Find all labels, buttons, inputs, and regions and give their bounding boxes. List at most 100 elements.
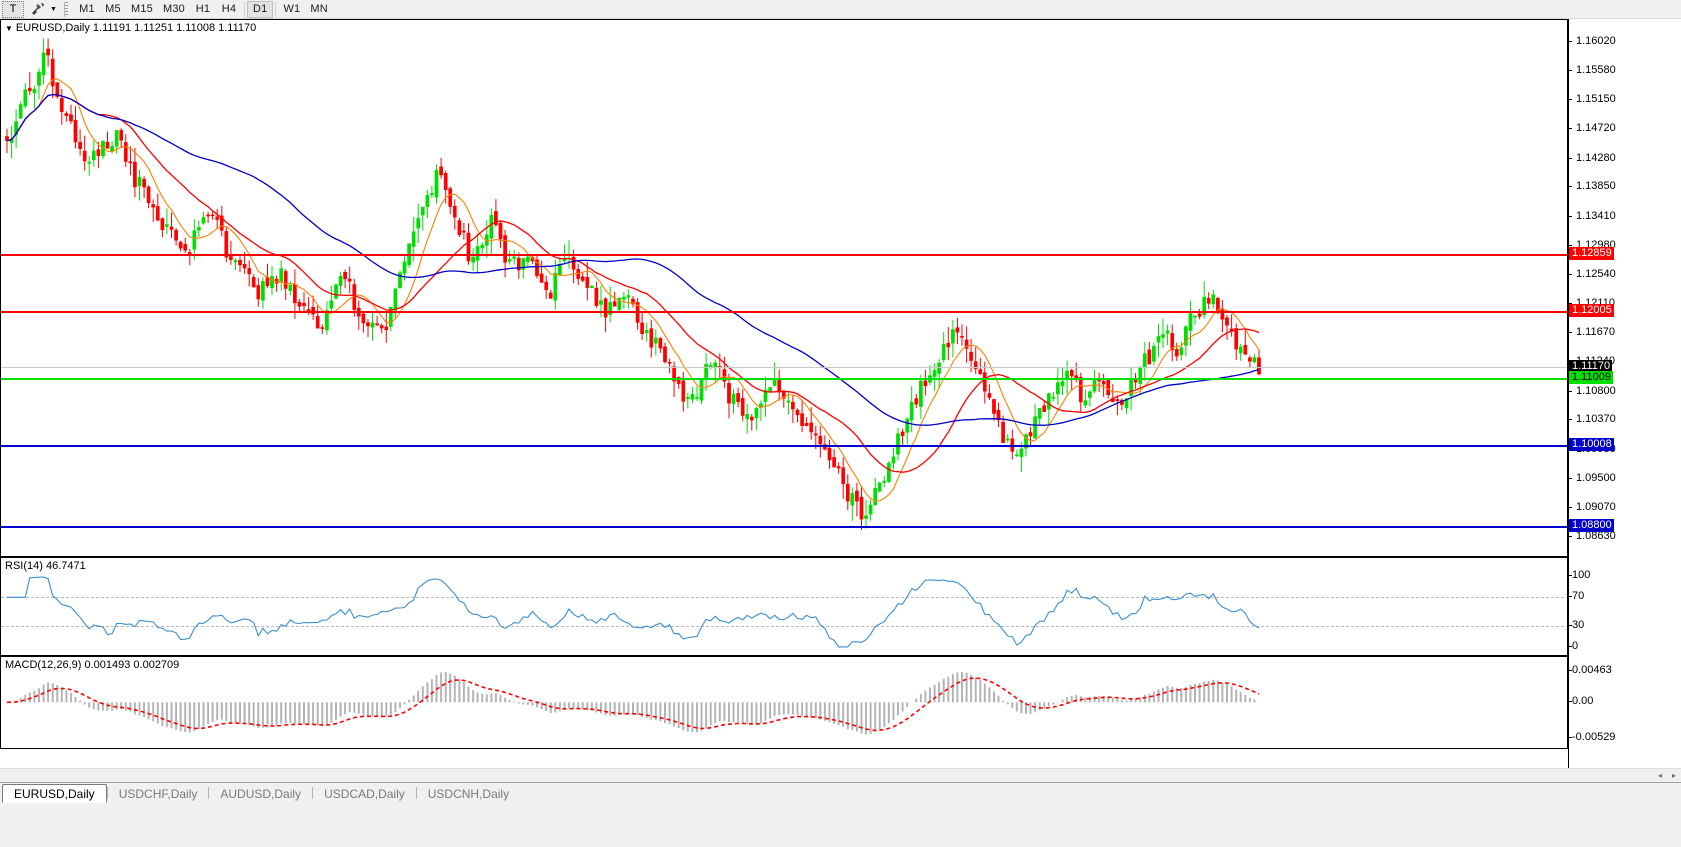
rsi-axis-tick: 30 [1568,619,1584,631]
rsi-level-70-line [1,597,1567,599]
price-pane-header: ▼ EURUSD,Daily 1.11191 1.11251 1.11008 1.… [5,22,256,34]
timeframe-separator [244,1,245,17]
price-axis-tick: 1.10800 [1568,385,1616,397]
chart-tab-group: EURUSD,Daily USDCHF,Daily AUDUSD,Daily USDC… [0,783,520,803]
tab-separator [312,787,314,799]
chart-tabbar: EURUSD,Daily USDCHF,Daily AUDUSD,Daily USDC… [0,782,1681,847]
price-axis-tick: 1.10370 [1568,413,1616,425]
timeframe-button-h4[interactable]: H4 [216,1,242,18]
timeframe-button-m1[interactable]: M1 [74,1,100,18]
timeframe-label: M1 [79,3,95,15]
macd-pane[interactable]: MACD(12,26,9) 0.001493 0.002709 [0,656,1568,749]
crosshair-objects-glyph [31,2,44,15]
rsi-level-30-line [1,625,1567,627]
resistance-line-1[interactable] [1,254,1567,256]
chart-tab-usdcad[interactable]: USDCAD,Daily [313,784,416,803]
chevron-down-icon[interactable]: ▼ [50,5,57,13]
rsi-axis-tick: 100 [1568,569,1590,581]
timeframe-label: H4 [221,3,237,15]
timeframe-label: W1 [283,3,301,15]
price-label-resistance[interactable]: 1.12005 [1569,304,1614,317]
text-tool-icon[interactable]: T [2,0,24,18]
tab-separator [106,787,108,799]
macd-axis-tick: 0.00 [1568,695,1593,707]
timeframe-label: M5 [105,3,121,15]
ma-slow-line [6,93,1260,426]
support-line-1[interactable] [1,378,1567,380]
scroll-left-arrow-icon[interactable]: ◂ [1657,771,1662,780]
timeframe-label: H1 [195,3,211,15]
ma-mid-line [6,93,1260,473]
macd-plot [6,671,1260,735]
timeframe-button-m15[interactable]: M15 [126,1,158,18]
macd-axis-tick: -0.00529 [1568,731,1615,743]
chart-tab-label: USDCHF,Daily [118,786,198,801]
rsi-axis-tick: 70 [1568,590,1584,602]
timeframe-button-d1[interactable]: D1 [247,0,274,18]
rsi-axis-tick: 0 [1568,640,1578,652]
price-axis-tick: 1.12540 [1568,268,1616,280]
price-label-target[interactable]: 1.10008 [1569,438,1614,451]
macd-signal-line [6,677,1260,732]
chart-tab-usdcnh[interactable]: USDCNH,Daily [417,784,520,803]
candlestick-series [5,38,1261,530]
axis-vertical-rule [1568,19,1569,768]
collapse-caret-icon[interactable]: ▼ [5,24,13,33]
timeframe-group: M1 M5 M15 M30 H1 H4 D1 W1 MN [74,0,333,18]
ma-fast-line [6,78,1260,502]
price-axis-tick: 1.09500 [1568,472,1616,484]
target-line-1[interactable] [1,445,1567,447]
price-label-support[interactable]: 1.11009 [1569,371,1613,384]
chart-canvas-area[interactable]: ▼ EURUSD,Daily 1.11191 1.11251 1.11008 1.… [0,19,1681,783]
timeframe-button-mn[interactable]: MN [305,1,333,18]
chart-toolbar: T ▼ M1 M5 M15 M30 H1 H4 D1 W1 MN [0,0,1681,19]
last-price-line [1,367,1567,368]
target-line-2[interactable] [1,526,1567,528]
timeframe-label: M15 [131,3,153,15]
price-axis-tick: 1.11670 [1568,326,1615,338]
chart-tab-label: USDCAD,Daily [324,786,405,801]
price-axis-tick: 1.16020 [1568,35,1616,47]
scroll-right-arrow-icon[interactable]: ▸ [1671,771,1676,780]
price-axis-tick: 1.08630 [1568,530,1616,542]
price-plot [5,38,1261,530]
crosshair-objects-icon[interactable] [26,1,48,18]
timeframe-separator [275,1,277,17]
price-axis-tick: 1.14280 [1568,152,1616,164]
price-axis-tick: 1.14720 [1568,122,1616,134]
chart-tab-eurusd[interactable]: EURUSD,Daily [2,784,107,803]
macd-histogram [10,671,1260,735]
rsi-line [7,576,1260,648]
resistance-line-2[interactable] [1,311,1567,313]
chart-tab-audusd[interactable]: AUDUSD,Daily [209,784,312,803]
horizontal-scrollbar[interactable]: ◂ ▸ [0,768,1681,782]
text-tool-label: T [9,3,17,15]
timeframe-button-m30[interactable]: M30 [158,1,190,18]
rsi-plot [7,576,1260,648]
toolbar-grip[interactable] [64,1,71,17]
price-axis-tick: 1.13410 [1568,210,1616,222]
timeframe-label: M30 [163,3,185,15]
timeframe-label: MN [310,3,328,15]
price-label-target[interactable]: 1.08800 [1569,519,1614,532]
price-axis-tick: 1.15580 [1568,64,1616,76]
chart-tab-usdchf[interactable]: USDCHF,Daily [108,784,209,803]
rsi-pane-header: RSI(14) 46.7471 [5,560,86,572]
price-label-resistance[interactable]: 1.12859 [1569,247,1614,260]
price-axis-tick: 1.09070 [1568,501,1616,513]
timeframe-label: D1 [253,3,268,15]
rsi-pane[interactable]: RSI(14) 46.7471 [0,557,1568,656]
macd-pane-header: MACD(12,26,9) 0.001493 0.002709 [5,659,180,671]
timeframe-button-w1[interactable]: W1 [278,1,305,18]
chart-tab-label: EURUSD,Daily [14,786,95,801]
timeframe-button-h1[interactable]: H1 [190,1,216,18]
price-axis-tick: 1.15150 [1568,93,1616,105]
chart-tab-label: USDCNH,Daily [427,786,510,801]
timeframe-button-m5[interactable]: M5 [100,1,126,18]
tab-separator [208,787,210,799]
price-label-last-price[interactable]: 1.11170 [1569,360,1613,373]
price-axis[interactable]: 1.16020 1.15580 1.15150 1.14720 1.14280 1.138… [1568,19,1681,768]
price-axis-tick: 1.13850 [1568,180,1616,192]
price-pane[interactable]: ▼ EURUSD,Daily 1.11191 1.11251 1.11008 1.… [0,19,1568,557]
